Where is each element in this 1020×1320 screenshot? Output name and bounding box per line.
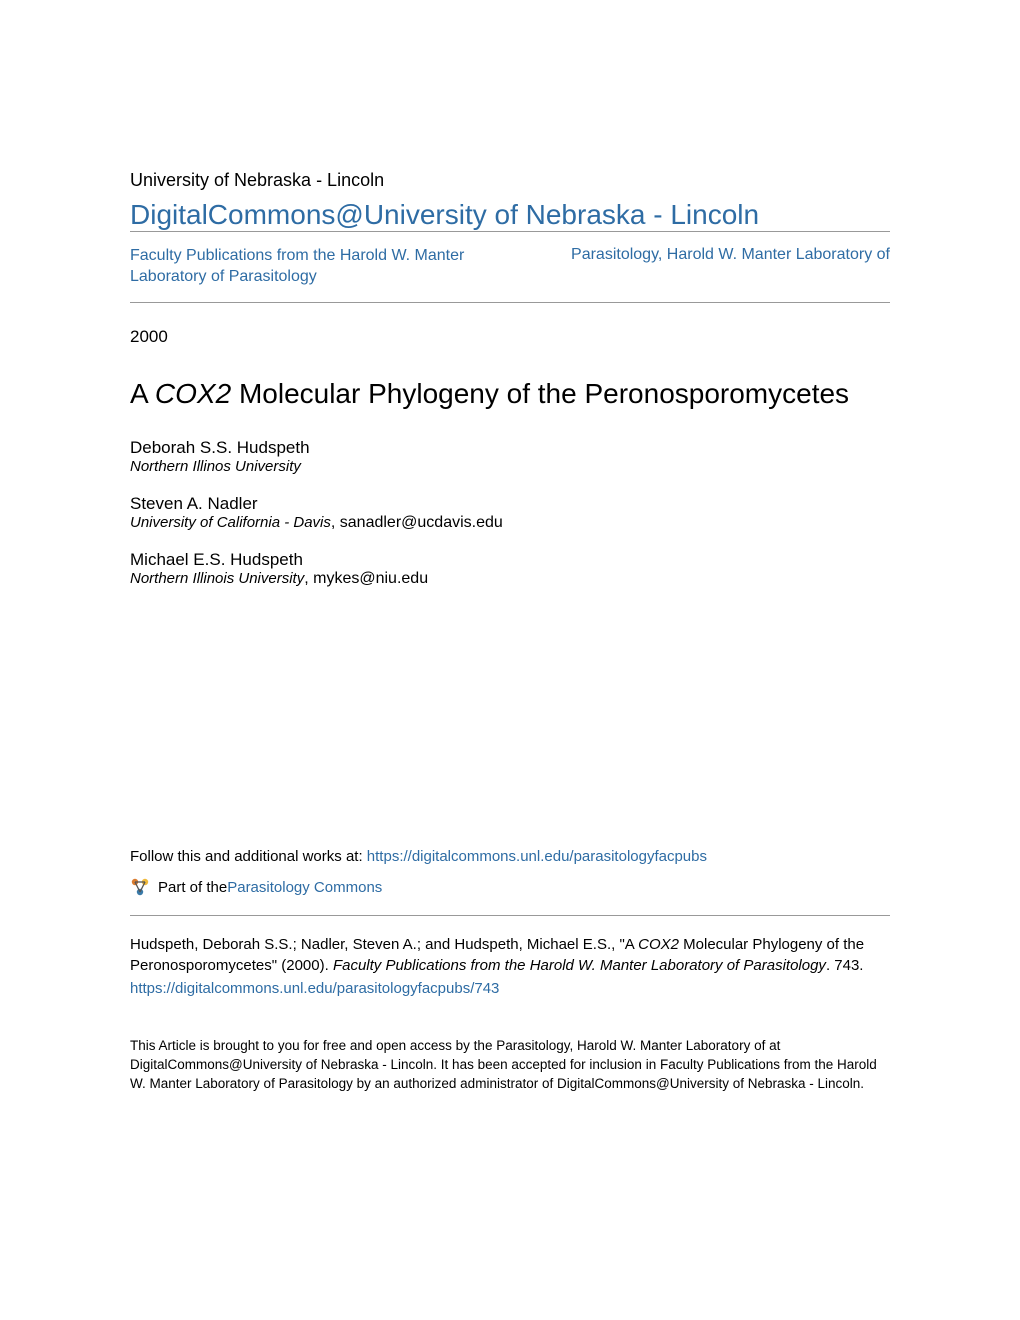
citation-end: . 743. (826, 957, 864, 974)
breadcrumb-row: Faculty Publications from the Harold W. … (130, 246, 890, 288)
author-name: Steven A. Nadler (130, 494, 890, 514)
author-email: , mykes@niu.edu (304, 570, 428, 587)
divider-bottom (130, 915, 890, 916)
author-block-0: Deborah S.S. Hudspeth Northern Illinos U… (130, 438, 890, 476)
divider-top (130, 231, 890, 232)
citation-italic1: COX2 (638, 936, 679, 953)
author-email: , sanadler@ucdavis.edu (331, 514, 503, 531)
publication-year: 2000 (130, 327, 890, 347)
citation-url[interactable]: https://digitalcommons.unl.edu/parasitol… (130, 978, 890, 999)
footer-text: This Article is brought to you for free … (130, 1037, 890, 1094)
citation-block: Hudspeth, Deborah S.S.; Nadler, Steven A… (130, 934, 890, 999)
follow-section: Follow this and additional works at: htt… (130, 848, 890, 865)
university-name: University of Nebraska - Lincoln (130, 170, 890, 191)
breadcrumb-left-line1: Faculty Publications from the Harold W. … (130, 247, 464, 264)
author-name: Deborah S.S. Hudspeth (130, 438, 890, 458)
breadcrumb-right[interactable]: Parasitology, Harold W. Manter Laborator… (495, 246, 890, 288)
breadcrumb-left[interactable]: Faculty Publications from the Harold W. … (130, 246, 495, 288)
title-prefix: A (130, 378, 155, 409)
author-block-1: Steven A. Nadler University of Californi… (130, 494, 890, 532)
citation-prefix: Hudspeth, Deborah S.S.; Nadler, Steven A… (130, 936, 638, 953)
author-block-2: Michael E.S. Hudspeth Northern Illinois … (130, 550, 890, 588)
partof-link[interactable]: Parasitology Commons (227, 879, 382, 896)
follow-link[interactable]: https://digitalcommons.unl.edu/parasitol… (367, 848, 707, 865)
partof-row: Part of the Parasitology Commons (130, 877, 890, 897)
author-name: Michael E.S. Hudspeth (130, 550, 890, 570)
author-affiliation: University of California - Davis (130, 514, 331, 531)
author-affil-row: University of California - Davis, sanadl… (130, 514, 890, 532)
breadcrumb-left-line2: Laboratory of Parasitology (130, 268, 317, 285)
divider-mid (130, 302, 890, 303)
author-affiliation: Northern Illinos University (130, 458, 301, 475)
partof-prefix: Part of the (158, 879, 227, 896)
repository-link[interactable]: DigitalCommons@University of Nebraska - … (130, 199, 759, 230)
author-affil-row: Northern Illinois University, mykes@niu.… (130, 570, 890, 588)
network-icon (130, 877, 150, 897)
citation-italic2: Faculty Publications from the Harold W. … (333, 957, 826, 974)
author-affil-row: Northern Illinos University (130, 458, 890, 476)
title-suffix: Molecular Phylogeny of the Peronosporomy… (231, 378, 849, 409)
author-affiliation: Northern Illinois University (130, 570, 304, 587)
paper-title: A COX2 Molecular Phylogeny of the Perono… (130, 377, 890, 411)
title-italic: COX2 (155, 378, 231, 409)
follow-text: Follow this and additional works at: (130, 848, 367, 865)
